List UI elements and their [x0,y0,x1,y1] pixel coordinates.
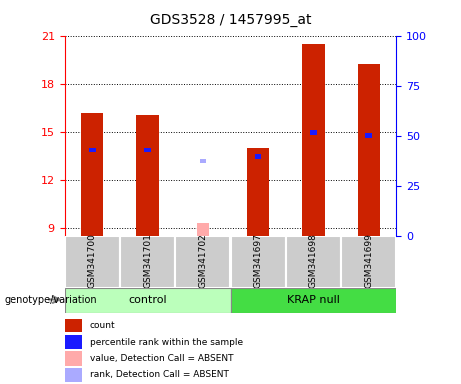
Text: GSM341700: GSM341700 [88,233,97,288]
Bar [302,45,325,236]
Bar [200,159,206,164]
Bar [358,64,380,236]
Text: GSM341698: GSM341698 [309,233,318,288]
Bar [310,130,317,135]
Text: KRAP null: KRAP null [287,295,340,306]
Bar [255,154,261,159]
Bar [65,368,82,382]
Text: genotype/variation: genotype/variation [5,295,97,305]
Text: GSM341699: GSM341699 [364,233,373,288]
Bar [231,236,285,288]
Bar [136,115,159,236]
Text: GSM341702: GSM341702 [198,234,207,288]
Bar [197,223,209,236]
Text: rank, Detection Call = ABSENT: rank, Detection Call = ABSENT [90,370,229,379]
Text: count: count [90,321,115,330]
Text: GSM341701: GSM341701 [143,233,152,288]
Bar [247,148,269,236]
Bar [65,318,82,333]
Bar [89,147,95,152]
Bar [176,236,230,288]
Bar [230,288,396,313]
Bar [65,288,230,313]
Text: value, Detection Call = ABSENT: value, Detection Call = ABSENT [90,354,233,363]
Bar [342,236,396,288]
Bar [65,335,82,349]
Bar [286,236,341,288]
Bar [366,133,372,138]
Bar [120,236,175,288]
Bar [144,147,151,152]
Bar [81,113,103,236]
Text: percentile rank within the sample: percentile rank within the sample [90,338,243,347]
Text: GSM341697: GSM341697 [254,233,263,288]
Bar [65,351,82,366]
Text: control: control [128,295,167,306]
Bar [65,236,119,288]
Text: GDS3528 / 1457995_at: GDS3528 / 1457995_at [150,13,311,27]
